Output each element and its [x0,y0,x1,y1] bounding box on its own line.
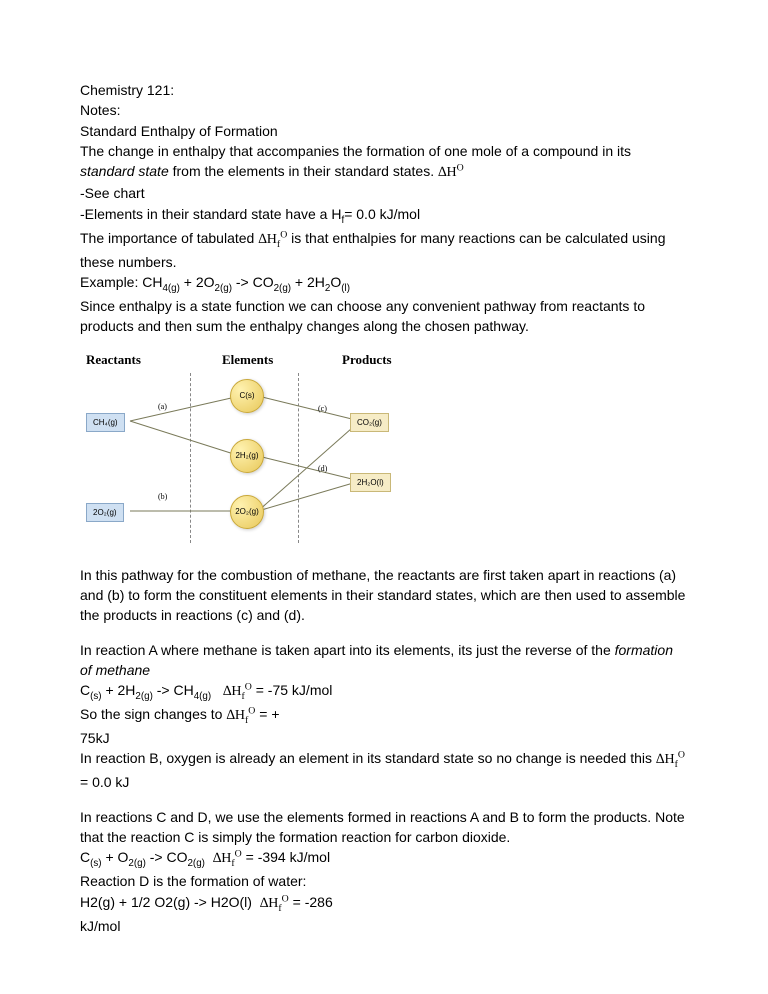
course-line: Chemistry 121: [80,80,688,100]
notes-line: Notes: [80,100,688,120]
state-function-paragraph: Since enthalpy is a state function we ca… [80,296,688,337]
reactant-o2: 2O₂(g) [86,503,124,523]
label-b: (b) [158,491,167,503]
label-a: (a) [158,401,167,413]
intro-italic: standard state [80,163,169,179]
reaction-cd-block: In reactions C and D, we use the element… [80,807,688,872]
elements-standard-state: -Elements in their standard state have a… [80,204,688,228]
pathway-diagram: Reactants Elements Products CH₄(g) 2O₂(g… [80,351,440,551]
reaction-d-block: Reaction D is the formation of water: H2… [80,871,688,936]
pathway-explanation: In this pathway for the combustion of me… [80,565,688,626]
title-line: Standard Enthalpy of Formation [80,121,688,141]
element-h2: 2H₂(g) [230,439,264,473]
intro-definition: The change in enthalpy that accompanies … [80,141,688,184]
product-co2: CO₂(g) [350,413,389,433]
importance-line: The importance of tabulated ∆HfO is that… [80,228,688,272]
element-c: C(s) [230,379,264,413]
element-o2: 2O₂(g) [230,495,264,529]
label-c: (c) [318,403,327,415]
intro-cont: from the elements in their standard stat… [169,163,438,179]
example-equation: Example: CH4(g) + 2O2(g) -> CO2(g) + 2H2… [80,272,688,296]
reaction-a-block: In reaction A where methane is taken apa… [80,640,688,749]
document-page: Chemistry 121: Notes: Standard Enthalpy … [0,0,768,976]
intro-text: The change in enthalpy that accompanies … [80,143,631,159]
see-chart: -See chart [80,183,688,203]
delta-hf-symbol: ∆HfO [258,232,287,247]
reaction-b-block: In reaction B, oxygen is already an elem… [80,748,688,792]
product-h2o: 2H₂O(l) [350,473,391,493]
label-d: (d) [318,463,327,475]
reactant-ch4: CH₄(g) [86,413,125,433]
delta-h-symbol: ∆HO [438,165,464,180]
